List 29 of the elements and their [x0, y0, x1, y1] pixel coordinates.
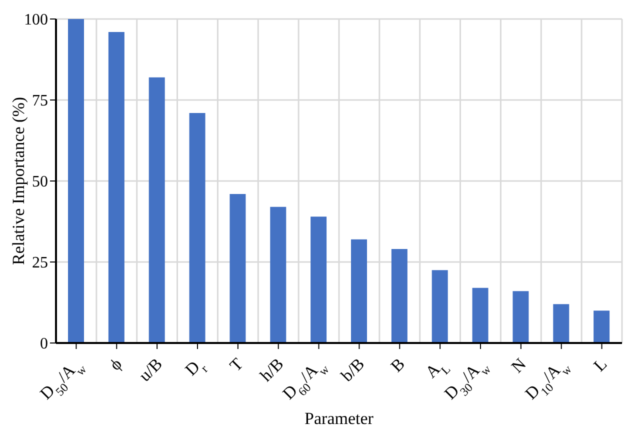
- bar: [108, 32, 124, 343]
- bar: [594, 310, 610, 343]
- x-tick-label: N: [508, 354, 530, 377]
- bar: [472, 288, 488, 343]
- x-tick-label: L: [590, 354, 611, 376]
- bar: [432, 270, 448, 343]
- bar: [68, 19, 84, 343]
- bar: [351, 239, 367, 343]
- x-tick-label: T: [226, 354, 248, 376]
- bar: [310, 216, 327, 343]
- y-tick-label: 100: [24, 12, 48, 29]
- x-tick-label: h/B: [256, 354, 288, 386]
- bar: [148, 77, 165, 343]
- x-tick-label: u/B: [135, 354, 166, 386]
- bar: [553, 304, 570, 343]
- y-tick-label: 75: [32, 92, 48, 110]
- x-tick-label: b/B: [337, 354, 368, 386]
- y-tick-label: 0: [40, 336, 48, 353]
- y-tick-label: 25: [32, 254, 48, 272]
- bar: [189, 112, 206, 343]
- bar: [512, 291, 529, 343]
- y-tick-label: 50: [32, 174, 48, 191]
- bar: [230, 194, 246, 343]
- y-axis-title: Relative Importance (%): [9, 96, 28, 266]
- bar: [270, 206, 286, 343]
- bar: [391, 249, 408, 343]
- x-axis-title: Parameter: [304, 409, 374, 428]
- x-tick-label: ϕ: [106, 354, 126, 374]
- x-tick-label: B: [387, 354, 408, 376]
